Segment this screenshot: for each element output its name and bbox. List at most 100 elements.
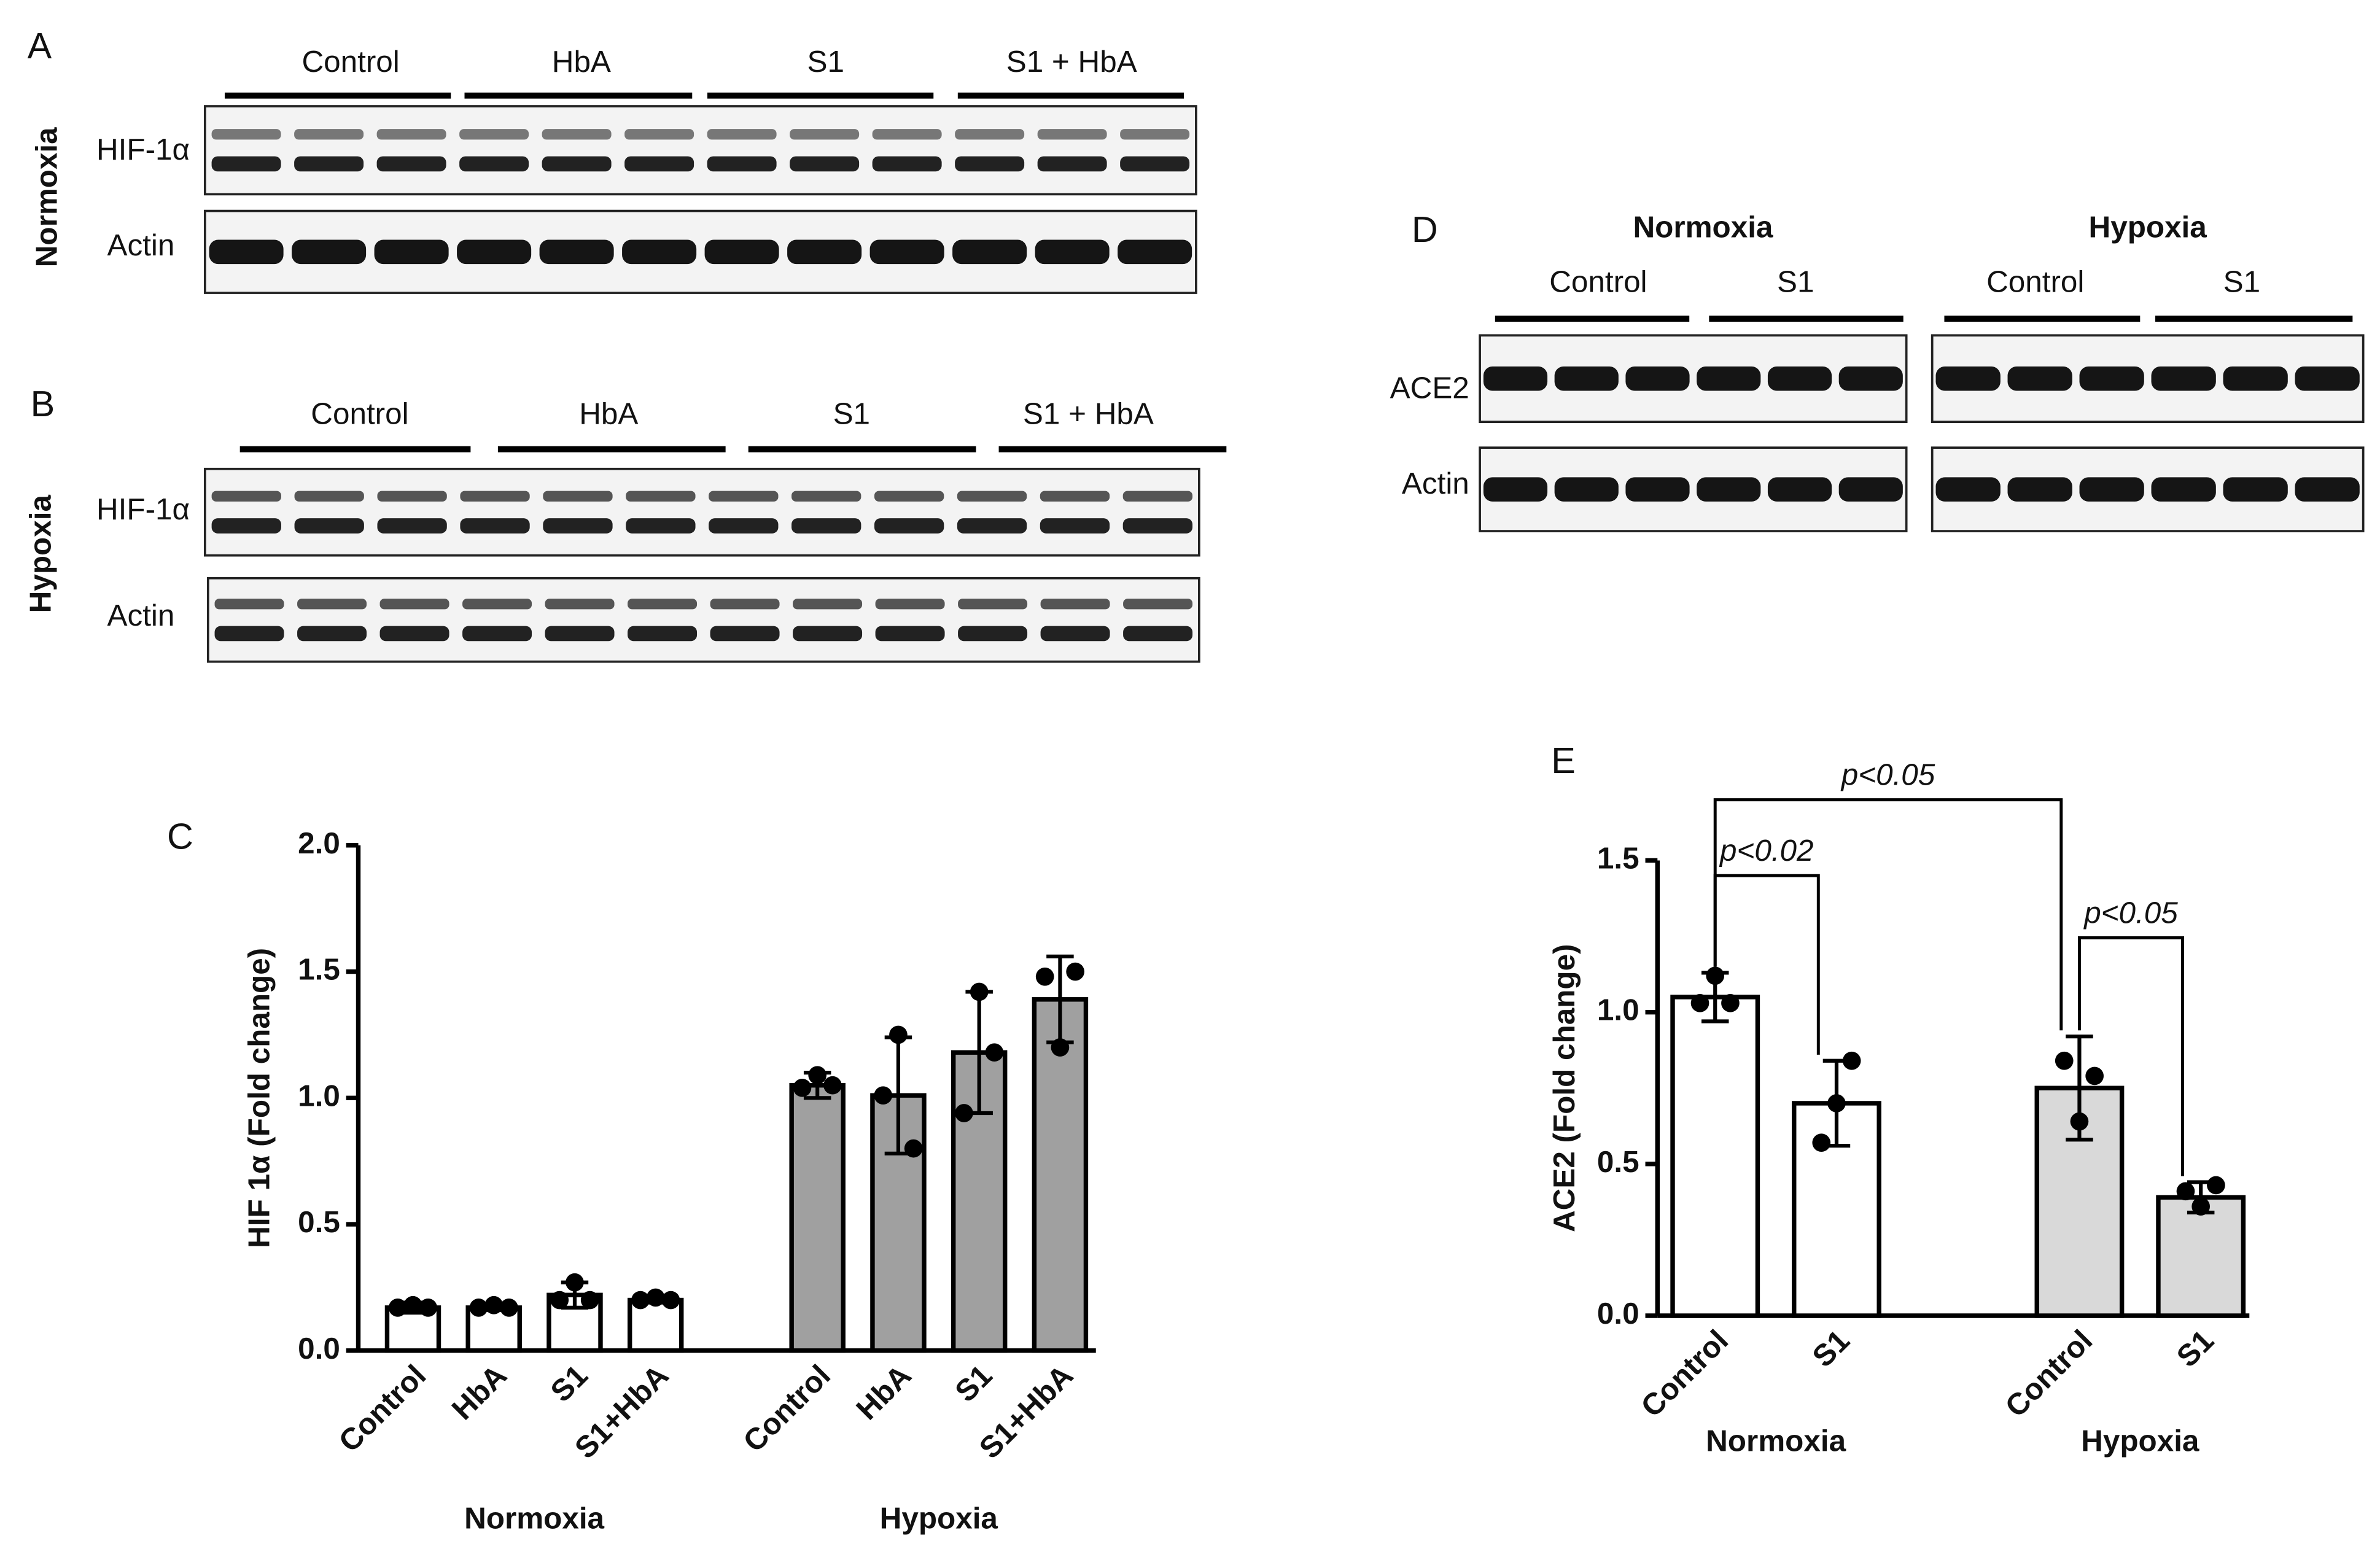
band <box>209 239 284 265</box>
y-tick-label: 1.5 <box>298 953 340 987</box>
band <box>790 156 860 172</box>
significance-bracket <box>1713 874 1820 1055</box>
band <box>377 518 447 534</box>
band <box>297 626 367 642</box>
band <box>2007 477 2072 502</box>
band <box>790 129 860 140</box>
data-point <box>2085 1066 2104 1085</box>
band <box>1040 491 1110 502</box>
x-tick-label: HbA <box>850 1359 918 1427</box>
lane-group-label: S1 <box>833 397 870 430</box>
band <box>1767 477 1832 502</box>
row-label: HIF-1α <box>96 133 190 166</box>
band <box>460 491 530 502</box>
data-point <box>631 1291 650 1310</box>
group-label: Hypoxia <box>880 1502 998 1536</box>
data-point <box>1706 966 1725 985</box>
band <box>1554 366 1619 391</box>
band <box>1767 366 1832 391</box>
band <box>872 129 942 140</box>
band <box>872 156 942 172</box>
blot <box>1931 446 2365 532</box>
y-tick-label: 0.0 <box>298 1332 340 1365</box>
data-point <box>566 1273 584 1292</box>
condition-label: Hypoxia <box>23 495 57 613</box>
band <box>2151 366 2216 391</box>
data-point <box>550 1291 569 1310</box>
band <box>1122 491 1193 502</box>
lane-group-label: HbA <box>579 397 638 430</box>
band <box>1040 626 1110 642</box>
band <box>1040 599 1110 610</box>
y-tick-label: 1.5 <box>1597 842 1639 876</box>
band <box>462 599 532 610</box>
bar <box>1032 997 1089 1353</box>
band <box>709 518 779 534</box>
data-point <box>955 1104 973 1122</box>
band <box>704 239 779 265</box>
data-point <box>580 1291 599 1310</box>
x-tick-label: Control <box>1635 1324 1735 1424</box>
panel-letter: D <box>1412 209 1438 250</box>
data-point <box>1842 1051 1861 1070</box>
band <box>211 518 281 534</box>
band <box>294 491 364 502</box>
band <box>542 156 612 172</box>
band <box>1120 156 1190 172</box>
data-point <box>484 1295 504 1314</box>
bar <box>1792 1101 1881 1318</box>
x-tick-label: Control <box>1999 1324 2099 1424</box>
band <box>1625 477 1690 502</box>
panel-letter: A <box>28 25 52 66</box>
band <box>292 239 367 265</box>
data-point <box>1721 993 1740 1012</box>
blot <box>1479 446 1908 532</box>
band <box>957 518 1027 534</box>
band <box>952 239 1027 265</box>
x-tick-label: Control <box>332 1359 432 1459</box>
y-tick-label: 2.0 <box>298 826 340 860</box>
band <box>791 491 861 502</box>
lane-group-label: Control <box>1986 265 2084 298</box>
band <box>1037 156 1107 172</box>
data-point <box>646 1288 665 1307</box>
y-tick-label: 0.5 <box>1597 1145 1639 1179</box>
band <box>1697 477 1761 502</box>
band <box>1838 366 1903 391</box>
band <box>294 518 364 534</box>
data-point <box>1812 1133 1831 1152</box>
x-tick-label: S1 <box>544 1359 594 1409</box>
band <box>2079 366 2144 391</box>
group-label: Normoxia <box>464 1502 604 1536</box>
data-point <box>793 1079 812 1097</box>
data-point <box>889 1025 908 1044</box>
band <box>1935 477 2001 502</box>
band <box>1935 366 2001 391</box>
data-point <box>2070 1112 2089 1131</box>
lane-group-label: HbA <box>552 45 611 79</box>
band <box>542 129 612 140</box>
band <box>1554 477 1619 502</box>
band <box>376 156 446 172</box>
band <box>2223 366 2288 391</box>
band <box>545 626 615 642</box>
band <box>793 626 863 642</box>
band <box>1483 477 1548 502</box>
data-point <box>2176 1182 2195 1201</box>
band <box>214 626 284 642</box>
band <box>624 129 694 140</box>
band <box>297 599 367 610</box>
panel-letter: B <box>31 383 55 424</box>
y-tick-label: 0.0 <box>1597 1297 1639 1330</box>
band <box>374 239 449 265</box>
data-point <box>2055 1051 2074 1070</box>
blot <box>206 577 1200 663</box>
data-point <box>500 1299 518 1317</box>
band <box>1838 477 1903 502</box>
band <box>874 491 944 502</box>
significance-bracket <box>2077 936 2184 1176</box>
row-label: HIF-1α <box>96 492 190 526</box>
data-point <box>2191 1197 2211 1216</box>
data-point <box>970 982 989 1001</box>
band <box>1118 239 1192 265</box>
